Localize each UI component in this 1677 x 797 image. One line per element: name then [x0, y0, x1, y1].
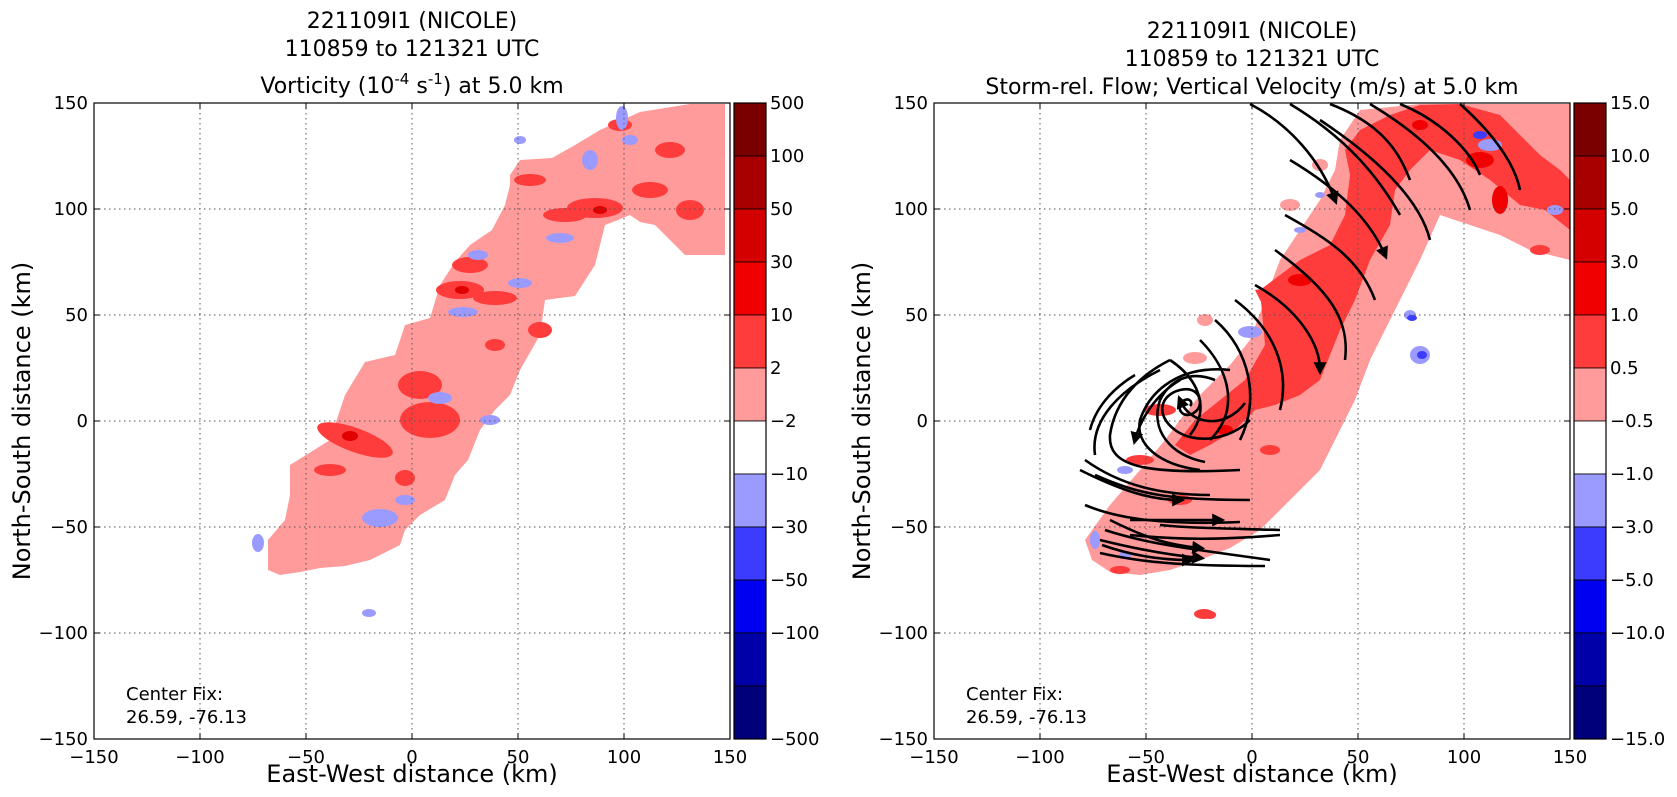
right-colorbar-bin	[1574, 262, 1606, 315]
right-title-line-1: 221109I1 (NICOLE)	[1147, 19, 1357, 44]
right-xtick-label: 150	[1553, 747, 1587, 768]
right-title-line-3: Storm-rel. Flow; Vertical Velocity (m/s)…	[985, 75, 1518, 100]
left-colorbar-tick-label: −100	[770, 623, 819, 644]
right-colorbar-tick-label: 3.0	[1610, 252, 1639, 273]
left-colorbar-bin	[734, 209, 766, 262]
left-title-field-exp1: -4	[394, 70, 409, 88]
left-colorbar-bin	[734, 368, 766, 421]
right-isolated-blob	[1194, 609, 1214, 619]
right-colorbar: 15.0 10.0 5.0 3.0 1.0 0.5 −0.5 −1.0 −3.0 −5.0 −10.…	[1574, 93, 1665, 750]
right-ytick-label: 0	[917, 411, 928, 432]
right-colorbar-tick-label: −1.0	[1610, 464, 1654, 485]
left-xtick-label: −100	[175, 747, 224, 768]
left-ylabel: North-South distance (km)	[8, 262, 36, 581]
right-panel: 221109I1 (NICOLE) 110859 to 121321 UTC S…	[848, 19, 1665, 788]
right-colorbar-bin	[1574, 686, 1606, 739]
left-title-field-suffix: ) at 5.0 km	[443, 74, 564, 99]
left-colorbar-bin	[734, 527, 766, 580]
left-xlabel: East-West distance (km)	[266, 760, 557, 788]
right-colorbar-bin	[1574, 421, 1606, 474]
right-colorbar-tick-label: −15.0	[1610, 729, 1665, 750]
left-center-fix-value: 26.59, -76.13	[126, 707, 247, 728]
left-colorbar-tick-label: 50	[770, 199, 793, 220]
right-xtick-label: −150	[909, 747, 958, 768]
right-colorbar-bin	[1574, 368, 1606, 421]
left-xtick-label: −150	[69, 747, 118, 768]
left-ytick-label: 150	[54, 93, 88, 114]
right-colorbar-tick-label: 10.0	[1610, 146, 1650, 167]
left-title-field-mid: s	[409, 74, 427, 99]
left-colorbar-tick-label: 10	[770, 305, 793, 326]
left-colorbar-tick-label: −50	[770, 570, 808, 591]
right-colorbar-bin	[1574, 527, 1606, 580]
left-panel: 221109I1 (NICOLE) 110859 to 121321 UTC V…	[8, 9, 819, 788]
left-colorbar-bin	[734, 686, 766, 739]
right-ytick-label: −50	[890, 517, 928, 538]
right-colorbar-bin	[1574, 156, 1606, 209]
right-colorbar-bin	[1574, 315, 1606, 368]
left-colorbar-tick-label: 100	[770, 146, 804, 167]
left-title-line-2: 110859 to 121321 UTC	[285, 37, 540, 62]
right-colorbar-bin	[1574, 633, 1606, 686]
right-colorbar-bin	[1574, 474, 1606, 527]
right-xtick-label: −100	[1015, 747, 1064, 768]
right-ytick-label: −150	[879, 729, 928, 750]
right-xlabel: East-West distance (km)	[1106, 760, 1397, 788]
left-colorbar-bin	[734, 580, 766, 633]
left-isolated-blob	[362, 609, 376, 617]
left-title-field-prefix: Vorticity (10	[260, 74, 394, 99]
right-colorbar-bin	[1574, 103, 1606, 156]
left-colorbar-bin	[734, 156, 766, 209]
left-colorbar-bin	[734, 315, 766, 368]
right-colorbar-tick-label: 15.0	[1610, 93, 1650, 114]
left-colorbar-bin	[734, 262, 766, 315]
left-center-fix-label: Center Fix:	[126, 684, 223, 705]
left-title-line-1: 221109I1 (NICOLE)	[307, 9, 517, 34]
right-ytick-label: −100	[879, 623, 928, 644]
left-ytick-label: 0	[77, 411, 88, 432]
left-ytick-label: 50	[65, 305, 88, 326]
left-colorbar-bin	[734, 633, 766, 686]
left-colorbar-tick-label: 2	[770, 358, 781, 379]
right-ylabel: North-South distance (km)	[848, 262, 876, 581]
left-ytick-label: 100	[54, 199, 88, 220]
left-colorbar-bin	[734, 421, 766, 474]
left-colorbar-tick-label: 500	[770, 93, 804, 114]
right-colorbar-tick-label: −0.5	[1610, 411, 1654, 432]
right-colorbar-bin	[1574, 209, 1606, 262]
figure: 221109I1 (NICOLE) 110859 to 121321 UTC V…	[0, 0, 1677, 797]
streamline	[1250, 104, 1335, 200]
left-colorbar-tick-label: −2	[770, 411, 797, 432]
right-colorbar-tick-label: −10.0	[1610, 623, 1665, 644]
right-center-fix-value: 26.59, -76.13	[966, 707, 1087, 728]
right-colorbar-tick-label: −3.0	[1610, 517, 1654, 538]
left-xtick-label: 150	[713, 747, 747, 768]
left-field-shading	[252, 104, 725, 617]
left-ytick-label: −100	[39, 623, 88, 644]
left-colorbar-tick-label: −30	[770, 517, 808, 538]
left-colorbar: 500 100 50 30 10 2 −2 −10 −30 −50 −100 −500	[734, 93, 819, 750]
left-colorbar-tick-label: −10	[770, 464, 808, 485]
right-title-line-2: 110859 to 121321 UTC	[1125, 47, 1380, 72]
left-colorbar-bin	[734, 103, 766, 156]
right-colorbar-tick-label: 5.0	[1610, 199, 1639, 220]
right-ytick-label: 50	[905, 305, 928, 326]
left-colorbar-tick-label: 30	[770, 252, 793, 273]
right-ytick-label: 150	[894, 93, 928, 114]
right-ytick-label: 100	[894, 199, 928, 220]
left-ytick-label: −150	[39, 729, 88, 750]
right-colorbar-tick-label: 1.0	[1610, 305, 1639, 326]
left-colorbar-bin	[734, 474, 766, 527]
right-colorbar-tick-label: 0.5	[1610, 358, 1639, 379]
left-title-line-3: Vorticity (10-4 s-1) at 5.0 km	[260, 70, 563, 99]
right-colorbar-tick-label: −5.0	[1610, 570, 1654, 591]
left-ytick-label: −50	[50, 517, 88, 538]
right-center-fix-label: Center Fix:	[966, 684, 1063, 705]
left-colorbar-tick-label: −500	[770, 729, 819, 750]
left-title-field-exp2: -1	[428, 70, 443, 88]
left-xtick-label: 100	[607, 747, 641, 768]
right-colorbar-bin	[1574, 580, 1606, 633]
right-xtick-label: 100	[1447, 747, 1481, 768]
